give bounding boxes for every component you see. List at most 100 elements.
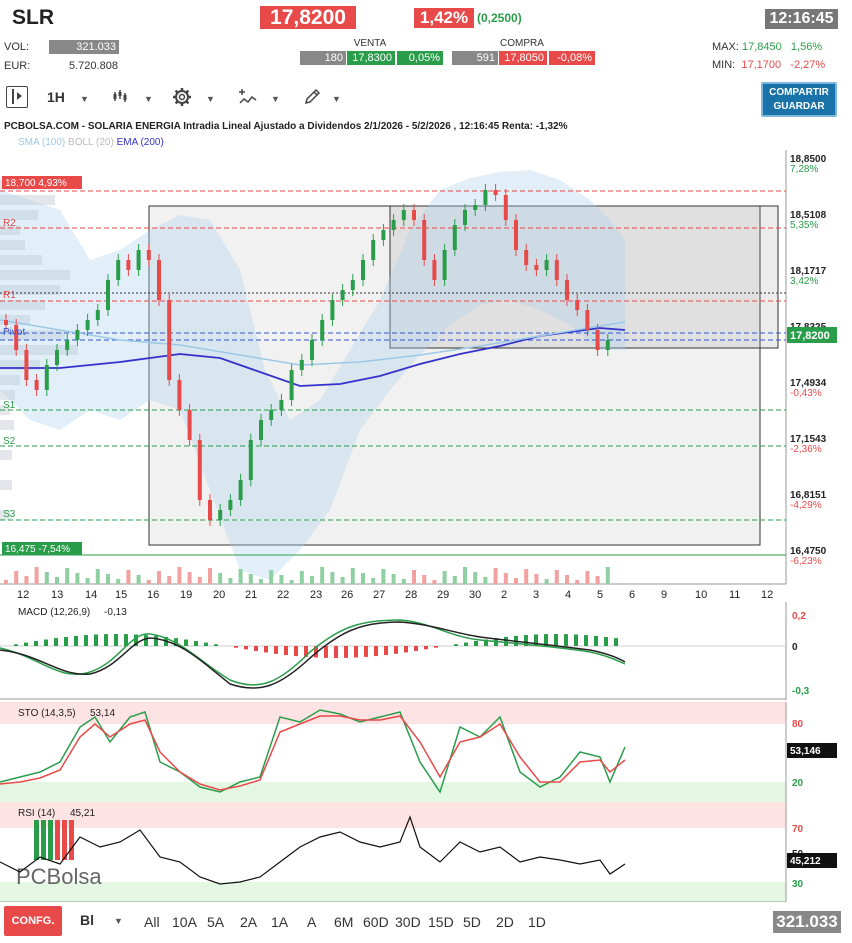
mode-selector[interactable]: Bl: [80, 912, 94, 928]
chevron-down-icon[interactable]: ▼: [206, 94, 215, 104]
indicators-icon[interactable]: [238, 88, 258, 111]
candle-body: [75, 330, 80, 340]
range-10a[interactable]: 10A: [172, 914, 197, 930]
volume-bar: [177, 567, 182, 584]
sto-label: STO (14,3,5): [18, 708, 76, 719]
macd-histogram-bar: [184, 639, 188, 646]
candle-body: [24, 350, 29, 380]
range-5d[interactable]: 5D: [463, 914, 481, 930]
candle-body: [85, 320, 90, 330]
candle-body: [65, 340, 70, 350]
chevron-down-icon[interactable]: ▼: [332, 94, 341, 104]
candle-body: [238, 480, 243, 500]
range-2a[interactable]: 2A: [240, 914, 258, 930]
candle-body: [279, 400, 284, 410]
rsi-value: 45,21: [70, 808, 95, 819]
macd-histogram-bar: [194, 641, 198, 646]
gear-icon[interactable]: [172, 87, 192, 112]
range-1d[interactable]: 1D: [528, 914, 546, 930]
candles-icon[interactable]: [112, 88, 130, 109]
macd-histogram-bar: [204, 642, 208, 646]
x-tick: 15: [115, 589, 127, 601]
pct-label: -6,23%: [790, 556, 822, 567]
compra-qty: 591: [452, 51, 498, 65]
candle-body: [595, 330, 600, 350]
volume-bar: [340, 577, 345, 584]
chevron-down-icon[interactable]: ▼: [144, 94, 153, 104]
candle-body: [565, 280, 569, 300]
macd-histogram-bar: [214, 644, 218, 646]
volume-bar: [442, 571, 447, 584]
price-chart[interactable]: 18,700 4,93% 16,475 -7,54% R2 R1 Pivot S…: [0, 150, 852, 602]
share-save-button[interactable]: COMPARTIR GUARDAR: [761, 82, 837, 117]
volume-bar: [524, 569, 529, 584]
panel-toggle-icon[interactable]: [6, 86, 28, 108]
interval-selector[interactable]: 1H: [47, 89, 65, 105]
volume-bar: [565, 575, 569, 584]
candle-body: [228, 500, 233, 510]
range-15d[interactable]: 15D: [428, 914, 454, 930]
chevron-down-icon[interactable]: ▼: [271, 94, 280, 104]
current-price-tag-bg: [787, 327, 837, 343]
volume-bar: [14, 571, 19, 584]
chevron-down-icon[interactable]: ▼: [114, 916, 123, 926]
volume-bar: [208, 568, 212, 584]
rsi-tag: 45,212: [790, 856, 821, 867]
candle-body: [391, 220, 396, 230]
pct-label: 7,28%: [790, 164, 818, 175]
range-60d[interactable]: 60D: [363, 914, 389, 930]
price-label: 16,4750: [790, 546, 827, 557]
volume-bar: [534, 574, 539, 584]
volume-bar: [483, 577, 488, 584]
candle-body: [442, 250, 447, 280]
price-label: 16,8151: [790, 490, 827, 501]
max-pct: 1,56%: [790, 41, 823, 53]
venta-label: VENTA: [353, 38, 387, 49]
x-tick: 13: [51, 589, 63, 601]
share-label: COMPARTIR: [769, 87, 829, 98]
macd-axis-top: 0,2: [792, 611, 806, 622]
candle-body: [534, 265, 539, 270]
range-30d[interactable]: 30D: [395, 914, 421, 930]
sma-line: [0, 319, 626, 366]
macd-histogram-bar: [524, 635, 528, 646]
macd-histogram-bar: [454, 644, 458, 646]
sto-d-line: [0, 715, 626, 791]
chevron-down-icon[interactable]: ▼: [80, 94, 89, 104]
volume-bar: [391, 574, 396, 584]
macd-histogram-bar: [534, 634, 538, 646]
range-all[interactable]: All: [144, 914, 160, 930]
pencil-icon[interactable]: [303, 88, 321, 111]
macd-histogram-bar: [254, 646, 258, 652]
pct-label: 3,42%: [790, 276, 818, 287]
range-1a[interactable]: 1A: [271, 914, 289, 930]
pct-label: -2,36%: [790, 444, 822, 455]
config-button[interactable]: CONFG.: [4, 906, 62, 936]
rsi-panel[interactable]: PCBolsa RSI (14) 45,21 70 50 30 45,212: [0, 802, 852, 902]
macd-histogram-bar: [24, 642, 28, 646]
change-percent: 1,42%: [414, 8, 474, 28]
range-6m[interactable]: 6M: [334, 914, 354, 930]
range-a[interactable]: A: [307, 914, 317, 930]
macd-histogram-bar: [44, 639, 48, 646]
x-tick: 12: [761, 589, 773, 601]
x-tick: 30: [469, 589, 481, 601]
candle-body: [187, 410, 192, 440]
macd-histogram-bar: [604, 636, 608, 646]
range-box-large[interactable]: [148, 205, 761, 546]
range-5a[interactable]: 5A: [207, 914, 225, 930]
pcbolsa-logo: PCBolsa: [16, 820, 102, 889]
volume-bars: [4, 567, 610, 584]
volume-bar: [299, 571, 304, 584]
candle-body: [361, 260, 365, 280]
high-tag: 18,700 4,93%: [5, 178, 67, 189]
x-axis-ticks: 12 13 14 15 16 19 20 21 22 23 26 27 28 29 30 2 3 4 5 6 9 10 11…: [17, 589, 773, 601]
candle-body: [95, 310, 100, 320]
range-2d[interactable]: 2D: [496, 914, 514, 930]
rsi-axis-70: 70: [792, 824, 804, 835]
candle-body: [136, 250, 141, 270]
stochastic-panel[interactable]: STO (14,3,5) 53,14 80 20 53,146: [0, 702, 852, 802]
candle-body: [197, 440, 202, 500]
volume-bar: [167, 576, 172, 584]
macd-panel[interactable]: MACD (12,26,9) -0,13 0,2 0 -0,3: [0, 602, 852, 700]
